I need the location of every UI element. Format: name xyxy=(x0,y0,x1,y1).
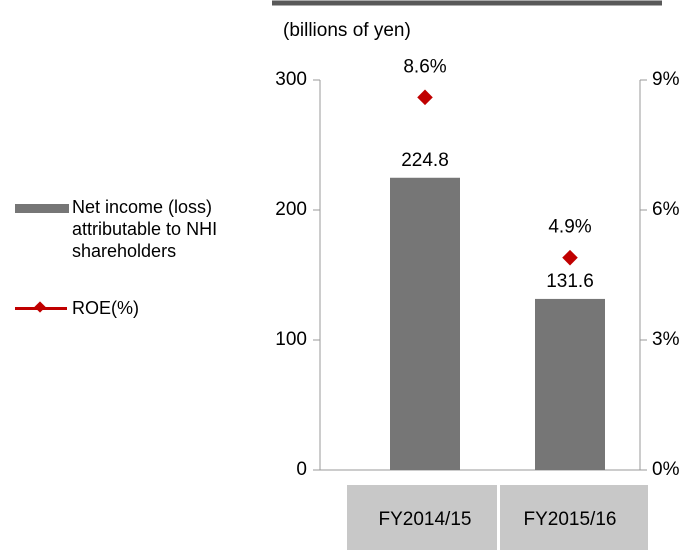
y-tick-label: 100 xyxy=(275,329,307,350)
bar xyxy=(390,177,460,470)
roe-marker xyxy=(562,249,578,266)
y-tick-label: 300 xyxy=(275,69,307,90)
y2-tick-label: 0% xyxy=(652,459,680,480)
roe-value-label: 8.6% xyxy=(403,56,446,77)
bar-value-label: 131.6 xyxy=(546,271,594,292)
bar xyxy=(535,298,605,470)
y2-tick-label: 9% xyxy=(652,69,680,90)
y2-tick-label: 3% xyxy=(652,329,680,350)
legend-swatch xyxy=(15,204,69,213)
legend-label: ROE(%) xyxy=(72,298,139,318)
x-tick-label: FY2014/15 xyxy=(379,509,472,530)
x-tick-label: FY2015/16 xyxy=(524,509,617,530)
category-box xyxy=(347,485,497,550)
y-tick-label: 0 xyxy=(296,459,307,480)
legend-label: Net income (loss) attributable to NHI sh… xyxy=(72,197,218,261)
bar-value-label: 224.8 xyxy=(401,150,449,171)
category-box xyxy=(500,485,648,550)
y-tick-label: 200 xyxy=(275,199,307,220)
chart-title: (billions of yen) xyxy=(283,20,411,41)
roe-marker xyxy=(417,89,433,106)
roe-value-label: 4.9% xyxy=(548,217,591,238)
y2-tick-label: 6% xyxy=(652,199,680,220)
